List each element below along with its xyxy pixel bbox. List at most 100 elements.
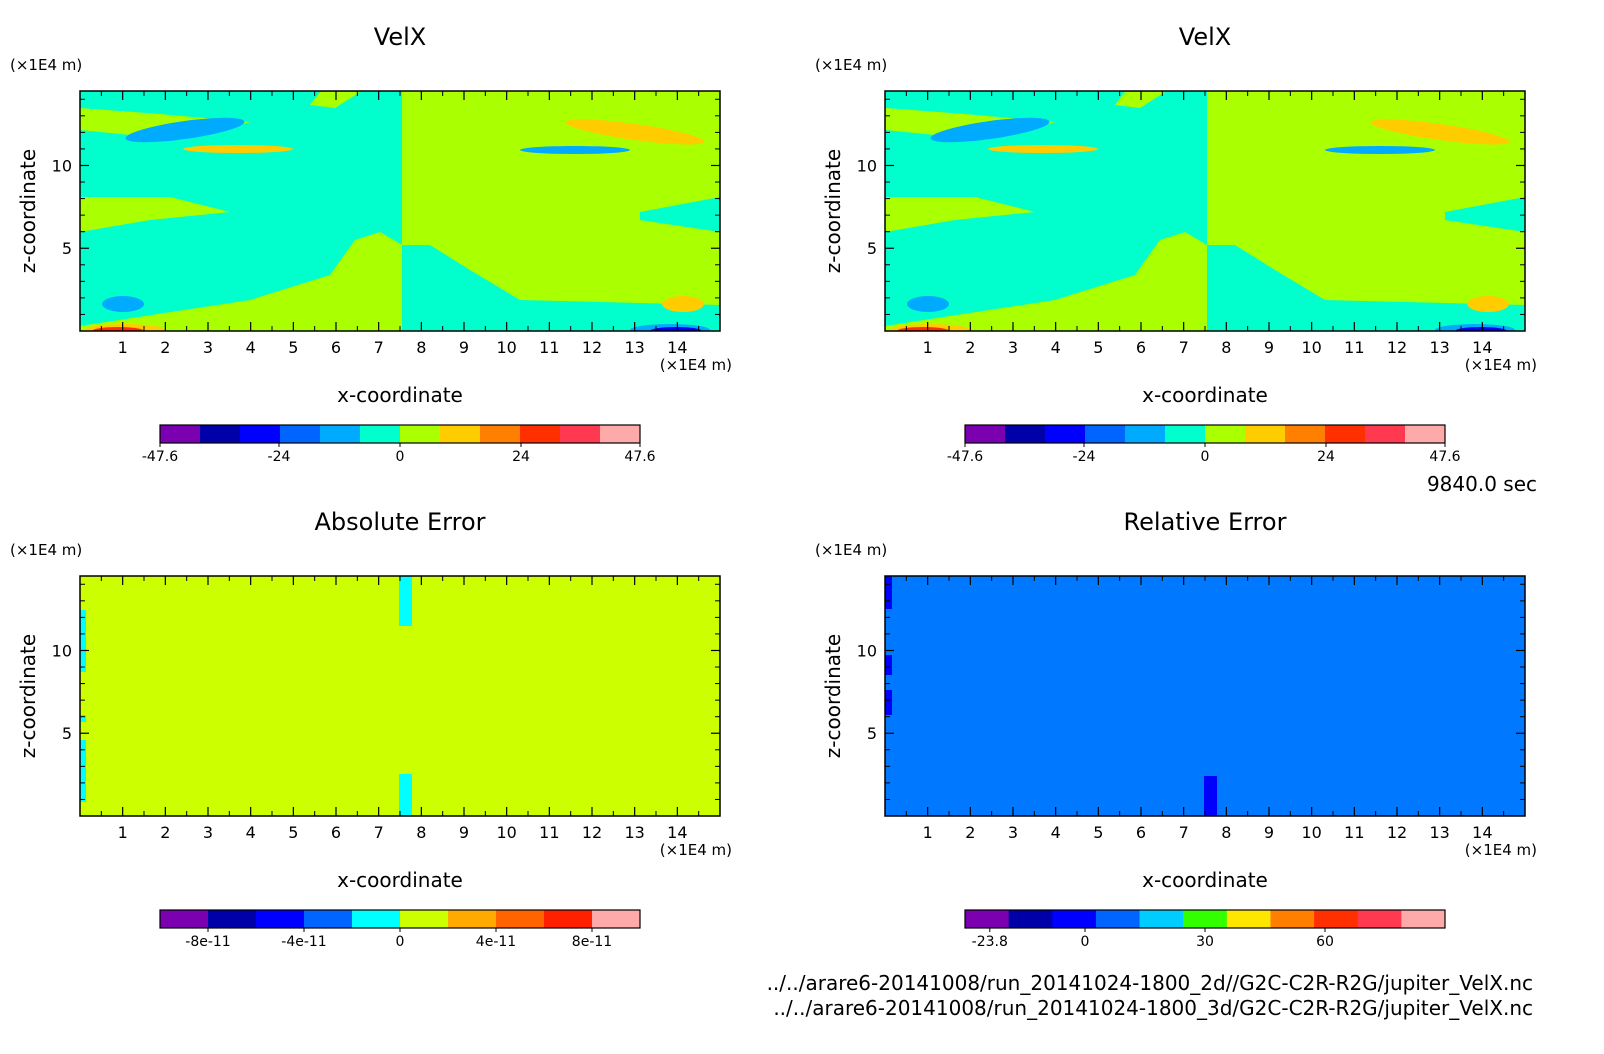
colorbar-tick-label: 47.6: [1429, 449, 1460, 465]
colorbar-swatch: [1270, 910, 1315, 928]
colorbar-swatch: [320, 425, 361, 443]
colorbar-swatch: [280, 425, 321, 443]
colorbar-swatch: [160, 425, 201, 443]
colorbar-swatch: [1125, 425, 1166, 443]
colorbar-swatch: [520, 425, 561, 443]
field-positive-region: [80, 232, 402, 331]
y-axis-label: z-coordinate: [16, 149, 40, 273]
colorbar-tick-label: 30: [1196, 934, 1214, 950]
x-tick-label: 5: [1093, 338, 1103, 357]
colorbar-swatch: [440, 425, 481, 443]
field-cell: [399, 576, 412, 626]
x-tick-label: 7: [1179, 823, 1189, 842]
file-path-line: ../../arare6-20141008/run_20141024-1800_…: [773, 996, 1533, 1020]
field-positive-blob: [1467, 296, 1509, 312]
y-tick-label: 10: [857, 156, 877, 175]
colorbar-swatch: [160, 910, 209, 928]
field-positive-region: [402, 91, 720, 164]
x-tick-label: 13: [1429, 823, 1449, 842]
x-tick-label: 9: [1264, 338, 1274, 357]
y-tick-label: 5: [867, 239, 877, 258]
x-tick-label: 5: [288, 338, 298, 357]
x-tick-label: 4: [246, 338, 256, 357]
field-positive-blob: [988, 145, 1098, 153]
x-tick-label: 7: [374, 338, 384, 357]
field-positive-blob: [565, 119, 705, 145]
colorbar-swatch: [1005, 425, 1046, 443]
field-cell: [399, 774, 412, 816]
x-tick-label: 14: [667, 338, 687, 357]
y-unit-label: (×1E4 m): [815, 56, 887, 74]
y-tick-label: 10: [52, 156, 72, 175]
field-positive-region: [310, 92, 360, 108]
field-positive-region: [1207, 164, 1525, 305]
field-cell: [80, 715, 86, 722]
field-positive-region: [80, 197, 230, 232]
colorbar-swatch: [544, 910, 593, 928]
heatmap-field: [885, 91, 1525, 331]
y-tick-label: 5: [867, 724, 877, 743]
colorbar-tick-label: 8e-11: [572, 934, 612, 950]
x-tick-label: 2: [965, 338, 975, 357]
colorbar: -8e-11 -4e-11 0 4e-11 8e-11: [159, 909, 641, 950]
x-tick-label: 7: [1179, 338, 1189, 357]
colorbar-swatch: [965, 910, 1010, 928]
field-cell: [885, 655, 892, 675]
field-negative-blob: [1455, 327, 1507, 331]
y-tick-label: 10: [857, 641, 877, 660]
x-tick-label: 13: [624, 823, 644, 842]
x-tick-label: 8: [1221, 823, 1231, 842]
field-positive-region: [885, 232, 1207, 331]
colorbar-tick-label: 24: [512, 449, 530, 465]
colorbar-tick-label: 4e-11: [476, 934, 516, 950]
x-tick-label: 4: [1051, 338, 1061, 357]
x-tick-label: 1: [118, 338, 128, 357]
colorbar-swatch: [304, 910, 353, 928]
colorbar-tick-label: 0: [396, 449, 405, 465]
x-axis-label: x-coordinate: [337, 383, 463, 407]
colorbar-swatch: [1405, 425, 1446, 443]
colorbar-swatch: [1052, 910, 1097, 928]
colorbar-swatch: [1139, 910, 1184, 928]
field-cell: [80, 610, 86, 672]
field-cell: [1204, 776, 1217, 816]
x-tick-label: 4: [1051, 823, 1061, 842]
x-tick-label: 8: [1221, 338, 1231, 357]
x-tick-label: 2: [160, 823, 170, 842]
panel-title: VelX: [1179, 23, 1231, 51]
field-positive-region: [885, 197, 1035, 232]
colorbar-swatch: [208, 910, 257, 928]
field-negative-blob: [930, 117, 1050, 143]
colorbar-swatch: [360, 425, 401, 443]
x-tick-label: 3: [203, 823, 213, 842]
colorbar-swatch: [200, 425, 241, 443]
field-positive-blob: [92, 327, 144, 331]
panel-relative-error: Relative Error (×1E4 m) 1 2 3 4 5 6 7 8 9 10 11 12 1…: [815, 508, 1537, 950]
field-positive-blob: [662, 296, 704, 312]
field-positive-blob: [897, 327, 949, 331]
heatmap-field: [885, 576, 1525, 816]
x-tick-label: 11: [539, 338, 559, 357]
colorbar-swatch: [1085, 425, 1126, 443]
x-axis-label: x-coordinate: [337, 868, 463, 892]
colorbar-swatch: [1365, 425, 1406, 443]
x-tick-label: 3: [203, 338, 213, 357]
y-tick-label: 10: [52, 641, 72, 660]
colorbar-swatch: [1095, 910, 1141, 928]
colorbar-tick-label: -8e-11: [185, 934, 230, 950]
x-unit-label: (×1E4 m): [1465, 356, 1537, 374]
heatmap-field: [80, 576, 720, 816]
x-tick-label: 6: [331, 823, 341, 842]
x-tick-label: 12: [1387, 823, 1407, 842]
field-negative-blob: [102, 296, 144, 312]
x-tick-label: 10: [496, 338, 516, 357]
colorbar-tick-label: -23.8: [972, 934, 1008, 950]
x-tick-label: 1: [923, 338, 933, 357]
colorbar-swatch: [600, 425, 641, 443]
colorbar-swatch: [240, 425, 281, 443]
colorbar: -23.8 0 30 60: [964, 909, 1446, 950]
colorbar-swatch: [965, 425, 1006, 443]
colorbar-swatch: [1357, 910, 1402, 928]
panel-title: VelX: [374, 23, 426, 51]
